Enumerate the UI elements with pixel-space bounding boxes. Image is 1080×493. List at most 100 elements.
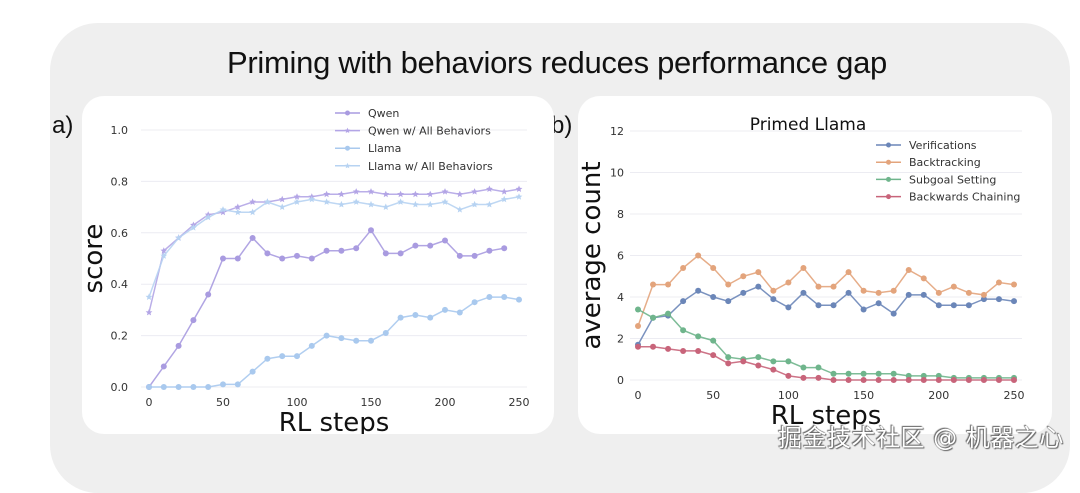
- y-tick-label: 0.4: [111, 278, 129, 291]
- data-point: [456, 206, 464, 213]
- series-line: [638, 346, 1014, 381]
- data-point: [219, 208, 227, 216]
- x-tick-label: 150: [853, 389, 874, 402]
- legend-item: Verifications: [876, 139, 977, 152]
- data-point: [486, 247, 493, 254]
- data-point: [755, 283, 762, 290]
- data-point: [500, 195, 508, 203]
- data-point: [935, 289, 942, 296]
- data-point: [397, 190, 404, 198]
- data-point: [441, 198, 449, 205]
- y-tick-label: 8: [617, 208, 624, 221]
- data-point: [755, 269, 762, 276]
- data-point: [323, 190, 330, 198]
- x-tick-label: 100: [778, 389, 799, 402]
- legend-item: Backwards Chaining: [876, 191, 1020, 204]
- y-tick-label: 2: [617, 333, 624, 346]
- data-point: [367, 200, 375, 208]
- data-point: [486, 185, 493, 192]
- legend-label: Subgoal Setting: [909, 173, 996, 186]
- chart-b-svg: 0 2 4 6 8 10 12 0 50 100 150 200 250 RL steps average …: [577, 115, 1025, 431]
- data-point: [980, 296, 987, 303]
- data-point: [323, 198, 330, 205]
- x-tick-label: 200: [435, 396, 456, 409]
- series-qwen: [146, 227, 508, 390]
- data-point: [294, 252, 300, 259]
- data-point: [456, 252, 463, 259]
- data-point: [950, 377, 957, 383]
- data-point: [190, 224, 197, 231]
- data-point: [785, 304, 792, 311]
- x-tick-label: 100: [287, 396, 308, 409]
- data-point: [680, 264, 687, 271]
- data-point: [323, 247, 330, 254]
- data-point: [965, 302, 972, 309]
- data-point: [770, 296, 777, 303]
- y-tick-label: 6: [617, 250, 624, 263]
- data-point: [205, 291, 212, 298]
- data-point: [800, 374, 807, 381]
- data-point: [397, 198, 404, 205]
- data-point: [920, 372, 927, 379]
- data-point: [279, 353, 286, 360]
- data-point: [175, 342, 182, 349]
- data-point: [382, 250, 389, 257]
- x-tick-label: 250: [509, 396, 530, 409]
- chart-title: Primed Llama: [750, 115, 866, 135]
- data-point: [294, 353, 300, 360]
- data-point: [293, 198, 301, 205]
- panel-label-a: a): [52, 112, 74, 139]
- legend-item: Backtracking: [876, 156, 981, 169]
- x-tick-label: 250: [1004, 389, 1025, 402]
- data-point: [830, 302, 837, 309]
- data-point: [412, 242, 419, 249]
- data-point: [755, 362, 762, 369]
- data-point: [442, 306, 448, 313]
- data-point: [220, 381, 226, 388]
- data-point: [442, 237, 448, 244]
- legend: Qwen Qwen w/ All Behaviors Llama Llama w/ A…: [335, 107, 493, 173]
- data-point: [1011, 298, 1017, 305]
- legend-item: Qwen: [335, 107, 399, 120]
- legend-label: Qwen: [368, 107, 399, 120]
- data-point: [308, 255, 315, 262]
- legend-marker: [345, 110, 350, 116]
- data-point: [412, 200, 419, 208]
- data-point: [412, 312, 419, 319]
- data-point: [486, 200, 493, 208]
- watermark: 掘金技术社区 @ 机器之心: [778, 424, 1064, 452]
- x-axis-label: RL steps: [771, 401, 882, 431]
- data-point: [145, 293, 153, 300]
- data-point: [397, 314, 404, 321]
- data-point: [785, 358, 792, 365]
- series-backwards-chaining: [635, 343, 1017, 383]
- panel-label-b: b): [551, 112, 573, 139]
- data-point: [980, 291, 987, 298]
- series-line: [637, 308, 1014, 379]
- data-point: [785, 372, 792, 379]
- series-line: [149, 296, 520, 388]
- data-point: [278, 203, 286, 210]
- data-point: [338, 247, 345, 254]
- data-point: [995, 279, 1002, 286]
- data-point: [249, 198, 256, 205]
- legend-item: Qwen w/ All Behaviors: [335, 125, 491, 138]
- data-point: [278, 195, 286, 203]
- data-point: [160, 252, 168, 259]
- data-point: [650, 314, 657, 321]
- data-point: [845, 289, 852, 296]
- data-point: [845, 269, 852, 276]
- data-point: [965, 289, 972, 296]
- data-point: [845, 370, 852, 377]
- legend-marker: [344, 162, 351, 169]
- data-point: [397, 250, 404, 257]
- data-point: [338, 200, 345, 208]
- x-tick-label: 50: [706, 389, 720, 402]
- data-point: [441, 188, 449, 195]
- data-point: [367, 188, 375, 195]
- legend-label: Backwards Chaining: [909, 191, 1020, 204]
- data-point: [650, 281, 657, 288]
- y-axis-label: average count: [578, 161, 607, 349]
- data-point: [680, 298, 687, 305]
- y-tick-label: 4: [617, 291, 624, 304]
